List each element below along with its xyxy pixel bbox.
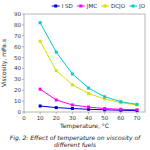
- y-tick-label: 80: [14, 22, 21, 28]
- x-tick-label: 0: [22, 115, 26, 121]
- data-point: [103, 107, 106, 110]
- data-point: [55, 69, 58, 72]
- data-point: [87, 87, 90, 90]
- y-tick: [22, 14, 24, 15]
- y-tick: [22, 24, 24, 25]
- y-tick-label: 40: [14, 65, 21, 71]
- x-tick: [56, 112, 57, 114]
- data-point: [71, 107, 74, 110]
- data-point: [39, 105, 42, 108]
- x-tick: [104, 112, 105, 114]
- x-tick: [136, 112, 137, 114]
- legend-marker: [79, 5, 82, 8]
- x-tick-label: 10: [37, 115, 44, 121]
- x-tick-label: 30: [69, 115, 76, 121]
- legend-swatch: [77, 6, 85, 7]
- x-tick: [120, 112, 121, 114]
- series-line: [40, 41, 137, 105]
- y-tick: [22, 112, 24, 113]
- legend-marker: [104, 5, 107, 8]
- y-tick: [22, 35, 24, 36]
- x-tick: [24, 112, 25, 114]
- data-point: [87, 92, 90, 95]
- y-tick-label: 10: [14, 98, 21, 104]
- data-point: [103, 95, 106, 98]
- legend-marker: [132, 5, 135, 8]
- data-point: [71, 103, 74, 106]
- data-point: [55, 106, 58, 109]
- data-point: [55, 51, 58, 54]
- x-tick-label: 20: [53, 115, 60, 121]
- data-point: [135, 103, 138, 106]
- y-tick-label: 50: [14, 55, 21, 61]
- y-tick: [22, 90, 24, 91]
- y-tick-label: 70: [14, 33, 21, 39]
- data-point: [39, 40, 42, 43]
- y-axis-label: Viscosity, mPa.s: [0, 39, 8, 87]
- y-tick-label: 20: [14, 87, 21, 93]
- data-layer: [39, 21, 139, 112]
- data-point: [119, 100, 122, 103]
- y-tick-label: 90: [14, 11, 21, 17]
- x-tick-label: 40: [85, 115, 92, 121]
- data-point: [71, 72, 74, 75]
- x-tick-label: 60: [117, 115, 124, 121]
- data-point: [135, 109, 138, 112]
- legend: I SD JMC DCJO JO: [52, 3, 146, 10]
- x-tick: [72, 112, 73, 114]
- data-point: [119, 108, 122, 111]
- y-tick-label: 0: [18, 109, 22, 115]
- y-tick: [22, 101, 24, 102]
- data-point: [55, 99, 58, 102]
- legend-swatch: [129, 6, 137, 7]
- legend-label: DCJO: [111, 3, 126, 10]
- y-tick: [22, 46, 24, 47]
- x-tick-label: 70: [133, 115, 140, 121]
- y-tick-label: 60: [14, 44, 21, 50]
- data-point: [135, 108, 138, 111]
- legend-swatch: [52, 6, 60, 7]
- x-tick-label: 50: [101, 115, 108, 121]
- y-tick: [22, 68, 24, 69]
- legend-label: I SD: [62, 3, 73, 9]
- chart: Fig. 2: Effect of temperature on viscosi…: [0, 0, 150, 150]
- legend-label: JO: [138, 3, 146, 10]
- y-tick: [22, 79, 24, 80]
- data-point: [39, 21, 42, 24]
- data-point: [87, 106, 90, 109]
- x-tick: [40, 112, 41, 114]
- plot-frame: [24, 14, 145, 112]
- series-line: [40, 23, 137, 105]
- x-tick: [88, 112, 89, 114]
- data-point: [71, 83, 74, 86]
- series-line: [40, 106, 137, 111]
- legend-marker: [54, 5, 57, 8]
- y-tick-label: 30: [14, 76, 21, 82]
- data-point: [119, 109, 122, 112]
- series-line: [40, 89, 137, 110]
- title: Fig. 2: Effect of temperature on viscosi…: [10, 134, 141, 148]
- legend-swatch: [101, 6, 109, 7]
- y-tick: [22, 57, 24, 58]
- legend-label: JMC: [86, 3, 97, 10]
- x-axis-label: Temperature, °C: [59, 122, 109, 130]
- data-point: [135, 103, 138, 106]
- data-point: [39, 88, 42, 91]
